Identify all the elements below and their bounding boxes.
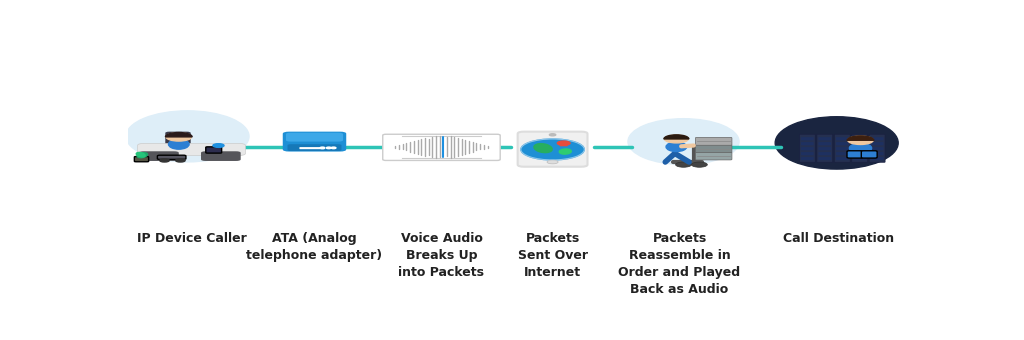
Circle shape [547,160,558,164]
FancyBboxPatch shape [560,144,567,146]
Ellipse shape [628,119,739,165]
FancyBboxPatch shape [801,147,814,150]
FancyBboxPatch shape [283,132,346,152]
FancyBboxPatch shape [695,152,732,160]
Text: Voice Audio
Breaks Up
into Packets: Voice Audio Breaks Up into Packets [398,232,484,279]
FancyBboxPatch shape [137,143,246,155]
Circle shape [327,147,331,149]
Text: IP Device Caller: IP Device Caller [136,232,247,245]
Ellipse shape [849,143,871,153]
Circle shape [665,135,688,143]
FancyBboxPatch shape [134,156,148,162]
Circle shape [176,159,185,162]
FancyBboxPatch shape [853,137,866,140]
FancyBboxPatch shape [801,157,814,160]
Circle shape [321,147,325,149]
Wedge shape [664,135,689,139]
FancyBboxPatch shape [800,134,815,162]
Text: Call Destination: Call Destination [782,232,894,245]
FancyBboxPatch shape [853,142,866,145]
FancyBboxPatch shape [695,145,732,153]
FancyBboxPatch shape [818,152,831,155]
Ellipse shape [137,153,147,158]
Ellipse shape [169,139,189,149]
Circle shape [848,136,873,144]
FancyBboxPatch shape [835,134,850,162]
Ellipse shape [136,152,145,157]
FancyBboxPatch shape [165,132,190,150]
Circle shape [331,147,336,149]
FancyBboxPatch shape [801,142,814,145]
Wedge shape [166,133,193,137]
Ellipse shape [126,111,249,162]
Text: ATA (Analog
telephone adapter): ATA (Analog telephone adapter) [247,232,383,262]
Wedge shape [847,136,873,140]
FancyBboxPatch shape [853,147,866,150]
Circle shape [160,159,169,162]
FancyBboxPatch shape [847,151,863,158]
FancyBboxPatch shape [870,152,884,155]
Circle shape [691,162,708,167]
FancyBboxPatch shape [852,134,867,162]
FancyBboxPatch shape [818,137,831,140]
FancyBboxPatch shape [861,151,878,158]
FancyBboxPatch shape [201,151,241,161]
Circle shape [166,133,191,141]
FancyBboxPatch shape [870,142,884,145]
Ellipse shape [559,149,571,154]
FancyBboxPatch shape [518,132,588,167]
FancyBboxPatch shape [870,157,884,160]
FancyBboxPatch shape [836,137,849,140]
FancyBboxPatch shape [801,137,814,140]
FancyBboxPatch shape [286,133,343,141]
FancyBboxPatch shape [870,137,884,140]
FancyBboxPatch shape [818,147,831,150]
FancyBboxPatch shape [836,147,849,150]
FancyBboxPatch shape [869,134,885,162]
Ellipse shape [775,117,898,169]
FancyBboxPatch shape [288,144,341,151]
Circle shape [676,162,691,167]
Ellipse shape [534,144,552,153]
FancyBboxPatch shape [818,157,831,160]
FancyBboxPatch shape [817,134,833,162]
Circle shape [213,144,224,147]
FancyBboxPatch shape [383,134,500,160]
FancyBboxPatch shape [870,147,884,150]
FancyBboxPatch shape [801,152,814,155]
FancyBboxPatch shape [836,142,849,145]
FancyBboxPatch shape [853,152,866,155]
FancyBboxPatch shape [158,155,186,159]
Circle shape [521,139,585,160]
FancyBboxPatch shape [836,152,849,155]
FancyBboxPatch shape [853,157,866,160]
Circle shape [557,141,570,145]
Text: Packets
Sent Over
Internet: Packets Sent Over Internet [517,232,588,279]
FancyBboxPatch shape [299,147,325,149]
Text: Packets
Reassemble in
Order and Played
Back as Audio: Packets Reassemble in Order and Played B… [618,232,740,296]
FancyBboxPatch shape [695,137,732,145]
FancyBboxPatch shape [836,157,849,160]
Ellipse shape [666,142,687,152]
Circle shape [550,134,556,136]
FancyBboxPatch shape [206,147,221,153]
FancyBboxPatch shape [139,151,179,161]
FancyBboxPatch shape [818,142,831,145]
